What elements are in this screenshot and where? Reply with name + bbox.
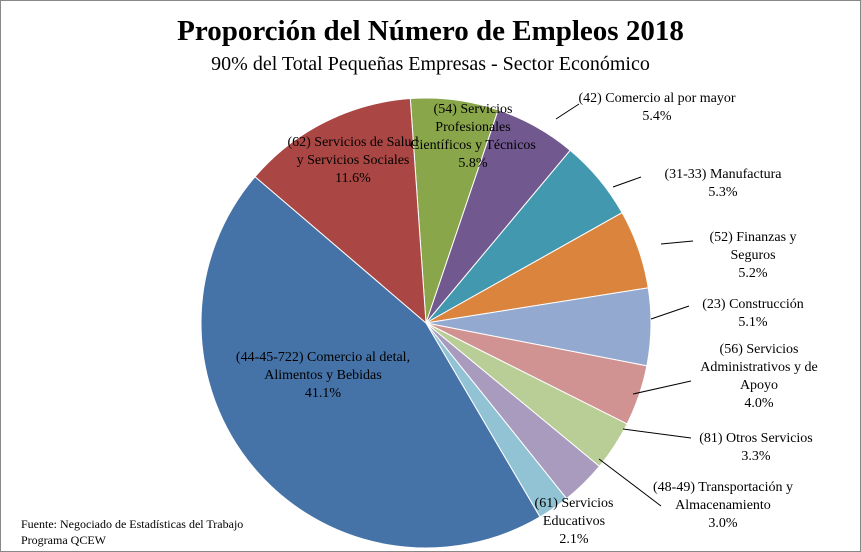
leader-line <box>598 458 662 507</box>
label-name: (62) Servicios de Salud y Servicios Soci… <box>287 135 419 168</box>
label-value: 3.3% <box>741 449 771 464</box>
data-label: (42) Comercio al por mayor 5.4% <box>577 90 737 126</box>
data-label: (54) Servicios Profesionales Científicos… <box>403 101 543 173</box>
label-value: 41.1% <box>304 386 342 401</box>
data-label: (23) Construcción 5.1% <box>673 296 833 332</box>
label-name: (31-33) Manufactura <box>664 167 782 182</box>
label-name: (54) Servicios Profesionales Científicos… <box>410 102 536 153</box>
label-name: (52) Finanzas y Seguros <box>709 230 797 263</box>
label-value: 5.2% <box>738 266 768 281</box>
label-name: (23) Construcción <box>702 297 804 312</box>
slice <box>200 175 541 549</box>
leader-line <box>632 380 692 395</box>
label-value: 5.1% <box>738 315 768 330</box>
data-label: (62) Servicios de Salud y Servicios Soci… <box>283 134 423 188</box>
label-value: 3.0% <box>708 516 738 531</box>
slice <box>254 98 427 325</box>
label-value: 11.6% <box>335 171 371 186</box>
label-name: (42) Comercio al por mayor <box>578 91 736 106</box>
label-name: (48-49) Transportación y Almacenamiento <box>653 480 793 513</box>
label-value: 5.4% <box>642 109 672 124</box>
label-name: (81) Otros Servicios <box>699 431 813 446</box>
label-name: (61) Servicios Educativos <box>534 496 614 529</box>
label-value: 4.0% <box>744 396 774 411</box>
leader-line <box>650 305 690 320</box>
label-name: (44-45-722) Comercio al detal, Alimentos… <box>235 350 411 383</box>
leader-line <box>622 428 692 439</box>
chart-title: Proporción del Número de Empleos 2018 <box>177 15 684 47</box>
label-name: (56) Servicios Administrativos y de Apoy… <box>700 342 818 393</box>
data-label: (44-45-722) Comercio al detal, Alimentos… <box>233 349 413 403</box>
leader-line <box>660 240 694 245</box>
data-label: (61) Servicios Educativos 2.1% <box>519 495 629 549</box>
label-value: 2.1% <box>559 532 589 547</box>
data-label: (56) Servicios Administrativos y de Apoy… <box>684 341 834 413</box>
data-label: (31-33) Manufactura 5.3% <box>638 166 808 202</box>
leader-line <box>555 103 580 120</box>
label-value: 5.3% <box>708 185 738 200</box>
data-label: (81) Otros Servicios 3.3% <box>676 430 836 466</box>
data-label: (52) Finanzas y Seguros 5.2% <box>693 229 813 283</box>
chart-subtitle: 90% del Total Pequeñas Empresas - Sector… <box>211 53 650 75</box>
source: Fuente: Negociado de Estadísticas del Tr… <box>21 517 244 531</box>
source: Programa QCEW <box>21 533 106 547</box>
data-label: (48-49) Transportación y Almacenamiento 3… <box>648 479 798 533</box>
leader-line <box>612 176 642 188</box>
label-value: 5.8% <box>458 156 488 171</box>
